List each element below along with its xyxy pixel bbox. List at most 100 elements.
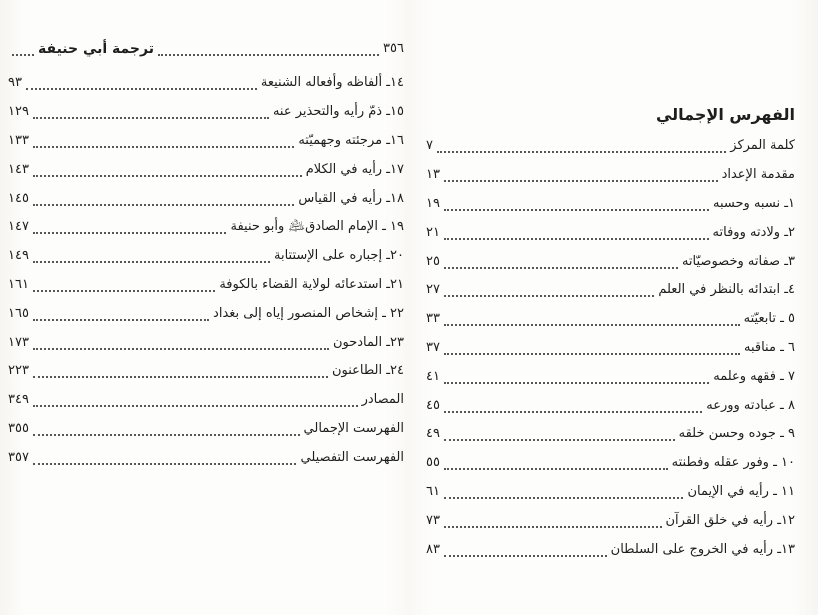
toc-entry-page-number: ١٤٥ bbox=[8, 190, 29, 206]
toc-entry-label: ١٧ـ رأيه في الكلام bbox=[305, 161, 404, 177]
toc-entry: كلمة المركز ٧ bbox=[426, 132, 795, 161]
toc-entry: ٧ ـ فقهه وعلمه ٤١ bbox=[426, 362, 795, 391]
dotted-leader bbox=[443, 485, 684, 499]
running-header: ترجمة أبي حنيفة ٣٥٦ bbox=[8, 40, 404, 58]
dotted-leader bbox=[443, 168, 718, 183]
running-header-title: ترجمة أبي حنيفة bbox=[38, 41, 154, 57]
toc-entry-page-number: ١٣٣ bbox=[8, 132, 29, 148]
toc-entry-page-number: ٧ bbox=[426, 138, 433, 154]
toc-entry-page-number: ٢٢٣ bbox=[8, 363, 29, 379]
toc-entry-page-number: ٣٥٧ bbox=[8, 449, 29, 465]
toc-entry-label: ٢ـ ولادته ووفاته bbox=[712, 224, 795, 240]
dotted-leader bbox=[443, 255, 678, 269]
dotted-leader bbox=[32, 105, 269, 120]
toc-entry-label: الفهرست الإجمالي bbox=[303, 420, 404, 436]
dotted-leader bbox=[32, 307, 210, 321]
dotted-leader bbox=[443, 341, 740, 355]
toc-entry: ٨ ـ عبادته وورعه ٤٥ bbox=[426, 391, 795, 420]
toc-entry: ١٠ ـ وفور عقله وفطنته ٥٥ bbox=[426, 449, 795, 478]
toc-entry: مقدمة الإعداد ١٣ bbox=[426, 161, 795, 190]
toc-entry: ١٧ـ رأيه في الكلام ١٤٣ bbox=[8, 155, 404, 184]
toc-entry-label: ١٩ ـ الإمام الصادق﵇ وأبو حنيفة bbox=[230, 219, 404, 235]
toc-entry: ٤ـ ابتدائه بالنظر في العلم ٢٧ bbox=[426, 276, 795, 305]
dotted-leader bbox=[32, 422, 300, 436]
toc-entry-label: كلمة المركز bbox=[730, 138, 795, 154]
toc-entry-page-number: ١٦١ bbox=[8, 276, 29, 292]
dotted-leader bbox=[32, 451, 297, 465]
dotted-leader bbox=[32, 220, 227, 235]
toc-entry-label: ٢٠ـ إجباره على الإستتابة bbox=[273, 248, 404, 264]
dotted-leader bbox=[443, 543, 607, 557]
toc-entry-label: ٩ ـ جوده وحسن خلقه bbox=[678, 426, 795, 442]
dotted-leader bbox=[32, 393, 358, 408]
toc-entry: ٦ ـ مناقبه ٣٧ bbox=[426, 334, 795, 363]
dotted-leader bbox=[32, 249, 270, 264]
dotted-leader bbox=[158, 42, 380, 56]
toc-entry-page-number: ٢١ bbox=[426, 224, 440, 240]
toc-list: كلمة المركز ٧ مقدمة الإعداد ١٣ ١ـ نسبه و… bbox=[426, 132, 795, 564]
toc-entry-label: ١ـ نسبه وحسبه bbox=[713, 195, 795, 211]
toc-entry-page-number: ٧٣ bbox=[426, 512, 440, 528]
toc-entry-page-number: ٦١ bbox=[426, 483, 440, 499]
toc-entry-page-number: ٣٤٩ bbox=[8, 392, 29, 408]
right-page: الفهرس الإجمالي كلمة المركز ٧ مقدمة الإع… bbox=[426, 104, 795, 564]
toc-list-continued: ١٤ـ ألفاظه وأفعاله الشنيعة ٩٣ ١٥ـ ذمّ رأ… bbox=[8, 69, 404, 472]
toc-entry-page-number: ١٤٧ bbox=[8, 219, 29, 235]
dotted-leader bbox=[32, 364, 328, 379]
toc-entry: المصادر ٣٤٩ bbox=[8, 386, 404, 415]
toc-entry-label: ٣ـ صفاته وخصوصيّاته bbox=[681, 253, 795, 269]
toc-entry-page-number: ٨٣ bbox=[426, 541, 440, 557]
toc-entry-page-number: ١٧٣ bbox=[8, 334, 29, 350]
toc-entry-page-number: ١٩ bbox=[426, 195, 440, 211]
toc-entry-page-number: ٩٣ bbox=[8, 75, 22, 91]
dotted-leader bbox=[443, 514, 662, 528]
dotted-leader bbox=[443, 312, 740, 327]
toc-entry-label: الفهرست التفصيلي bbox=[300, 449, 404, 465]
dotted-leader bbox=[25, 76, 257, 91]
toc-entry: ١ـ نسبه وحسبه ١٩ bbox=[426, 190, 795, 219]
toc-entry-label: ٤ـ ابتدائه بالنظر في العلم bbox=[658, 282, 795, 298]
dotted-leader bbox=[443, 197, 710, 211]
toc-entry-page-number: ٢٥ bbox=[426, 253, 440, 269]
toc-entry-page-number: ١٤٩ bbox=[8, 248, 29, 264]
dotted-leader bbox=[32, 192, 295, 206]
toc-entry-page-number: ١٤٣ bbox=[8, 161, 29, 177]
toc-entry: ١٥ـ ذمّ رأيه والتحذير عنه ١٢٩ bbox=[8, 98, 404, 127]
toc-entry-label: ١٠ ـ وفور عقله وفطنته bbox=[671, 455, 795, 471]
toc-entry: ١٨ـ رأيه في القياس ١٤٥ bbox=[8, 184, 404, 213]
toc-entry: ١٤ـ ألفاظه وأفعاله الشنيعة ٩٣ bbox=[8, 69, 404, 98]
toc-entry-label: ١٥ـ ذمّ رأيه والتحذير عنه bbox=[272, 104, 404, 120]
toc-entry: ٩ ـ جوده وحسن خلقه ٤٩ bbox=[426, 420, 795, 449]
toc-entry-label: مقدمة الإعداد bbox=[721, 167, 795, 183]
dotted-leader bbox=[32, 278, 216, 292]
dotted-leader bbox=[32, 336, 329, 350]
toc-entry-page-number: ٣٧ bbox=[426, 339, 440, 355]
toc-entry-label: ٧ ـ فقهه وعلمه bbox=[713, 368, 795, 384]
toc-entry-label: ٦ ـ مناقبه bbox=[743, 339, 795, 355]
toc-entry-page-number: ١٣ bbox=[426, 167, 440, 183]
toc-entry: ٣ـ صفاته وخصوصيّاته ٢٥ bbox=[426, 247, 795, 276]
toc-entry-label: ٢٤ـ الطاعنون bbox=[331, 363, 404, 379]
toc-entry: ٢٢ ـ إشخاص المنصور إياه إلى بغداد ١٦٥ bbox=[8, 299, 404, 328]
toc-entry: ٢١ـ استدعائه لولاية القضاء بالكوفة ١٦١ bbox=[8, 271, 404, 300]
dotted-leader bbox=[443, 399, 703, 413]
toc-entry-label: ١٦ـ مرجئته وجهميّته bbox=[298, 132, 404, 148]
toc-entry: ٥ ـ تابعيّته ٣٣ bbox=[426, 305, 795, 334]
toc-entry: ١٣ـ رأيه في الخروج على السلطان ٨٣ bbox=[426, 535, 795, 564]
toc-entry-page-number: ٣٣ bbox=[426, 311, 440, 327]
toc-entry: ١١ ـ رأيه في الإيمان ٦١ bbox=[426, 478, 795, 507]
toc-entry: ٢٣ـ المادحون ١٧٣ bbox=[8, 328, 404, 357]
index-heading: الفهرس الإجمالي bbox=[655, 105, 795, 124]
toc-entry-label: ٥ ـ تابعيّته bbox=[743, 311, 795, 327]
toc-entry-page-number: ٤٥ bbox=[426, 397, 440, 413]
toc-entry-page-number: ٣٥٥ bbox=[8, 420, 29, 436]
toc-entry-label: ٨ ـ عبادته وورعه bbox=[706, 397, 795, 413]
running-header-page-number: ٣٥٦ bbox=[383, 41, 404, 56]
toc-entry: ٢٠ـ إجباره على الإستتابة ١٤٩ bbox=[8, 242, 404, 271]
left-page: ترجمة أبي حنيفة ٣٥٦ ١٤ـ ألفاظه وأفعاله ا… bbox=[8, 40, 404, 472]
toc-entry-page-number: ٢٧ bbox=[426, 282, 440, 298]
toc-entry-page-number: ٤٩ bbox=[426, 426, 440, 442]
toc-entry: ١٦ـ مرجئته وجهميّته ١٣٣ bbox=[8, 127, 404, 156]
dotted-leader bbox=[32, 163, 302, 177]
toc-entry-label: ١٣ـ رأيه في الخروج على السلطان bbox=[610, 541, 795, 557]
